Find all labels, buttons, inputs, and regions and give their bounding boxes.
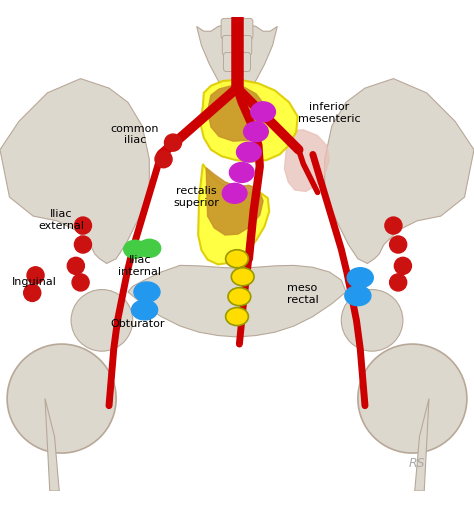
Ellipse shape xyxy=(228,288,251,306)
Circle shape xyxy=(72,274,89,291)
Circle shape xyxy=(341,290,403,351)
FancyBboxPatch shape xyxy=(223,52,250,72)
Ellipse shape xyxy=(229,163,254,182)
Polygon shape xyxy=(197,22,277,116)
Ellipse shape xyxy=(251,102,275,122)
Polygon shape xyxy=(200,80,298,162)
Text: Iliac
internal: Iliac internal xyxy=(118,255,161,277)
Circle shape xyxy=(67,258,84,274)
Polygon shape xyxy=(0,79,149,264)
Circle shape xyxy=(390,236,407,253)
Ellipse shape xyxy=(134,282,160,302)
Circle shape xyxy=(7,344,116,453)
Ellipse shape xyxy=(231,268,254,286)
Circle shape xyxy=(74,217,91,234)
Polygon shape xyxy=(325,79,474,264)
Ellipse shape xyxy=(124,240,146,258)
Circle shape xyxy=(164,134,182,151)
Circle shape xyxy=(74,236,91,253)
Ellipse shape xyxy=(226,250,248,268)
Text: Inguinal: Inguinal xyxy=(12,277,56,288)
Text: Iliac
external: Iliac external xyxy=(38,209,85,231)
Polygon shape xyxy=(206,168,263,235)
Ellipse shape xyxy=(345,286,371,306)
Circle shape xyxy=(71,290,133,351)
Polygon shape xyxy=(198,164,269,265)
Circle shape xyxy=(394,258,411,274)
Text: rectalis
superior: rectalis superior xyxy=(174,186,219,208)
Ellipse shape xyxy=(244,122,268,142)
Text: meso
rectal: meso rectal xyxy=(287,283,318,305)
Text: Obturator: Obturator xyxy=(110,319,164,329)
Ellipse shape xyxy=(131,300,157,320)
Polygon shape xyxy=(284,130,329,192)
Polygon shape xyxy=(208,86,266,141)
Circle shape xyxy=(390,274,407,291)
Ellipse shape xyxy=(347,268,374,288)
Polygon shape xyxy=(45,399,59,491)
Ellipse shape xyxy=(222,183,247,203)
Ellipse shape xyxy=(138,239,161,258)
Text: common
iliac: common iliac xyxy=(111,124,159,145)
Circle shape xyxy=(24,284,41,301)
Text: RS: RS xyxy=(409,457,425,470)
Text: inferior
mesenteric: inferior mesenteric xyxy=(298,102,361,123)
Ellipse shape xyxy=(226,307,248,326)
Polygon shape xyxy=(128,265,346,337)
Circle shape xyxy=(27,267,44,284)
Circle shape xyxy=(155,151,172,168)
Ellipse shape xyxy=(237,142,261,162)
Circle shape xyxy=(358,344,467,453)
FancyBboxPatch shape xyxy=(222,36,252,55)
FancyBboxPatch shape xyxy=(221,18,253,39)
Polygon shape xyxy=(415,399,429,491)
Circle shape xyxy=(385,217,402,234)
